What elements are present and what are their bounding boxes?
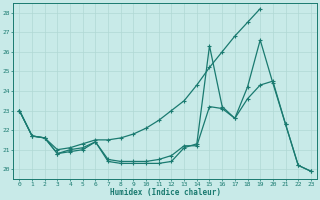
X-axis label: Humidex (Indice chaleur): Humidex (Indice chaleur) [110,188,220,197]
